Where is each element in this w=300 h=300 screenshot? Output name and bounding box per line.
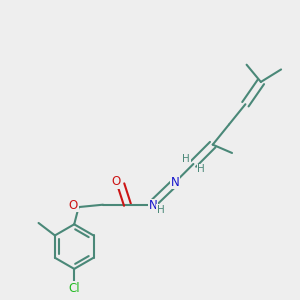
Text: N: N	[171, 176, 180, 189]
Text: O: O	[69, 199, 78, 212]
Text: H: H	[157, 205, 165, 215]
Text: H: H	[182, 154, 190, 164]
Text: H: H	[197, 164, 205, 174]
Text: O: O	[112, 175, 121, 188]
Text: N: N	[149, 200, 158, 212]
Text: Cl: Cl	[68, 282, 80, 295]
